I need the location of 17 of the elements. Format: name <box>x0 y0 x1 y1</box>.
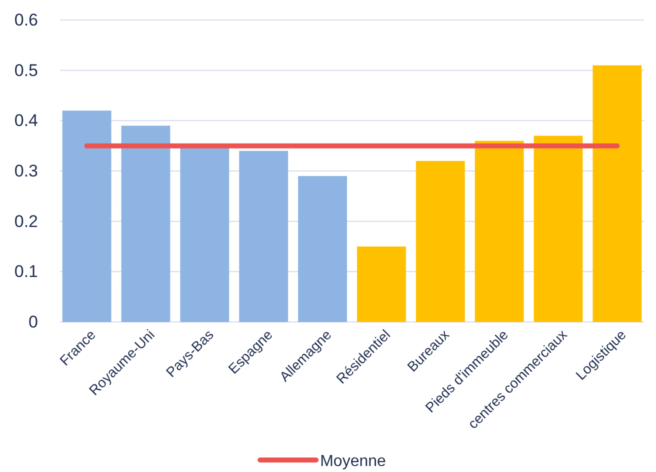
bar <box>239 150 288 322</box>
bar <box>592 65 642 322</box>
y-tick-label: 0 <box>28 312 38 332</box>
bar <box>416 160 465 322</box>
bar <box>357 246 406 322</box>
y-tick-label: 0.2 <box>14 212 38 231</box>
y-tick-label: 0.4 <box>14 111 38 130</box>
y-tick-label: 0.5 <box>14 60 38 80</box>
bar <box>298 176 347 322</box>
bar <box>534 136 583 322</box>
y-tick-label: 0.1 <box>14 262 38 282</box>
y-tick-label: 0.6 <box>14 10 38 30</box>
y-tick-label: 0.3 <box>14 161 38 180</box>
bar <box>62 110 112 322</box>
legend-label: Moyenne <box>320 453 386 470</box>
bar <box>121 126 170 322</box>
bar <box>474 140 524 322</box>
